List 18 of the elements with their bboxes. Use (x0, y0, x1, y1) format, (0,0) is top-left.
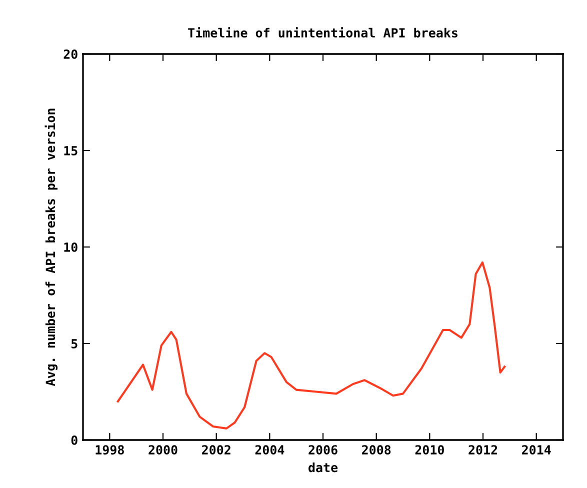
x-tick-label: 2002 (202, 445, 230, 455)
y-tick-label: 5 (71, 339, 78, 348)
y-axis-title: Avg. number of API breaks per version (44, 108, 58, 386)
y-tick-label: 15 (64, 146, 78, 156)
line-series (116, 261, 506, 430)
y-tick-label: 0 (71, 435, 78, 445)
x-tick-label: 1998 (96, 445, 124, 455)
x-tick-label: 2008 (362, 445, 391, 455)
x-tick-label: 2004 (255, 445, 284, 455)
y-tick-label: 10 (64, 242, 78, 252)
x-tick-label: 2006 (308, 445, 338, 455)
x-tick-label: 2010 (415, 445, 444, 455)
x-axis-title: date (308, 462, 338, 472)
x-tick-label: 2000 (148, 445, 178, 455)
chart-title: Timeline of unintentional API breaks (188, 27, 458, 38)
y-tick-label: 20 (64, 49, 78, 59)
x-tick-label: 2014 (522, 445, 551, 455)
x-tick-label: 2012 (468, 445, 498, 455)
